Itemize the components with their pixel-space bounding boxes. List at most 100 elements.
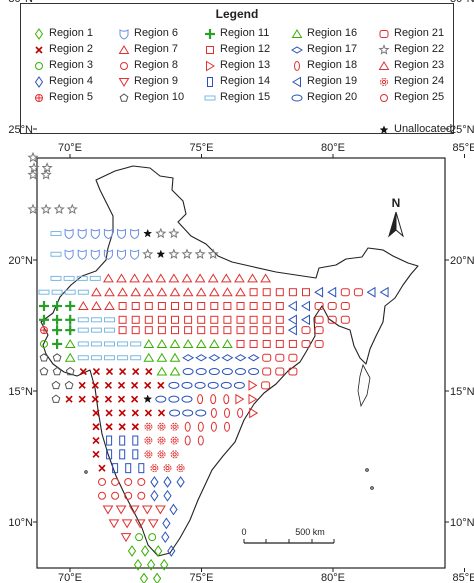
region-marker — [91, 301, 102, 310]
region-marker — [155, 227, 167, 239]
region-marker — [197, 421, 204, 432]
square-icon — [206, 46, 214, 54]
region-marker — [302, 288, 310, 297]
region-marker — [248, 379, 258, 391]
region-marker — [117, 381, 126, 389]
region-marker — [40, 339, 48, 348]
region-marker — [150, 464, 159, 473]
region-marker — [152, 572, 162, 583]
region-marker — [119, 435, 126, 446]
region-marker — [130, 355, 142, 361]
region-marker — [65, 301, 76, 311]
lat-label-left: 30°N — [8, 0, 33, 5]
region-marker — [248, 368, 260, 376]
region-marker — [222, 287, 233, 297]
north-arrow-right-half — [395, 211, 404, 238]
region-marker — [130, 228, 140, 240]
region-marker — [102, 505, 114, 515]
region-marker — [234, 354, 247, 362]
region-marker — [261, 381, 271, 390]
region-marker — [143, 338, 155, 348]
legend-item-label: Region 6 — [134, 27, 179, 39]
circle-icon — [35, 62, 43, 70]
region-marker — [287, 324, 297, 336]
legend-item-label: Region 11 — [220, 27, 270, 39]
region-marker — [160, 558, 169, 571]
circle-icon — [120, 62, 128, 70]
region-marker — [314, 315, 324, 324]
lat-label-right: 25°N — [450, 124, 474, 136]
region-marker — [121, 519, 133, 529]
legend-item-label: Region 22 — [394, 43, 445, 55]
region-marker — [275, 339, 284, 348]
region-marker — [224, 407, 230, 418]
legend-item-label: Region 16 — [307, 27, 358, 39]
triangle-icon — [118, 45, 130, 54]
region-marker — [64, 380, 74, 390]
region-marker — [51, 380, 61, 390]
region-marker — [208, 354, 221, 362]
nicobar-islands — [365, 468, 369, 472]
region-marker — [111, 477, 120, 486]
region-marker — [131, 315, 140, 324]
region-marker — [224, 421, 230, 432]
region-marker — [64, 289, 76, 295]
lon-label-top: 80°E — [321, 142, 345, 154]
region-marker — [65, 325, 76, 336]
pentagon-icon — [119, 93, 129, 102]
region-marker — [104, 327, 115, 333]
region-marker — [249, 288, 258, 297]
region-marker — [288, 288, 297, 297]
region-marker — [104, 287, 115, 297]
region-marker — [143, 394, 153, 403]
legend-item-label: Region 5 — [49, 91, 94, 103]
legend-item-label: Region 14 — [220, 75, 271, 87]
region-marker — [66, 203, 78, 215]
region-marker — [103, 228, 113, 240]
region-marker — [40, 326, 48, 335]
region-marker — [156, 249, 166, 259]
region-marker — [90, 341, 102, 347]
region-marker — [236, 315, 245, 324]
region-marker — [168, 227, 180, 239]
region-marker — [52, 338, 63, 349]
region-marker — [184, 421, 191, 432]
region-marker — [132, 435, 139, 446]
region-marker — [340, 315, 350, 324]
region-marker — [64, 338, 76, 348]
region-marker — [92, 450, 100, 458]
region-marker — [181, 248, 193, 259]
region-marker — [132, 449, 139, 460]
region-marker — [223, 315, 232, 324]
star-outline-icon — [378, 44, 390, 55]
nicobar-islands — [370, 486, 374, 490]
region-marker — [314, 302, 324, 310]
lat-label-left: 10°N — [8, 517, 33, 529]
region-marker — [137, 477, 146, 486]
region-marker — [170, 450, 179, 459]
rect-wide-icon — [204, 95, 216, 101]
region-marker — [40, 203, 52, 215]
ellipse-tall-icon — [294, 61, 300, 71]
x-icon — [35, 46, 43, 54]
region-marker — [50, 231, 62, 237]
region-marker — [314, 286, 324, 298]
region-marker — [287, 314, 297, 326]
region-marker — [130, 287, 142, 297]
region-marker — [366, 286, 376, 298]
region-marker — [104, 355, 115, 361]
region-marker — [134, 519, 146, 529]
region-marker — [77, 327, 89, 333]
region-marker — [65, 314, 76, 325]
region-marker — [28, 162, 40, 173]
region-marker — [197, 315, 206, 324]
lon-label-bottom: 70°E — [58, 572, 82, 583]
region-marker — [236, 302, 245, 310]
region-marker — [262, 288, 271, 297]
legend-title: Legend — [215, 7, 259, 21]
region-marker — [207, 273, 219, 283]
region-marker — [163, 464, 172, 473]
region-marker — [194, 248, 206, 259]
region-marker — [181, 395, 193, 403]
region-marker — [262, 339, 271, 348]
